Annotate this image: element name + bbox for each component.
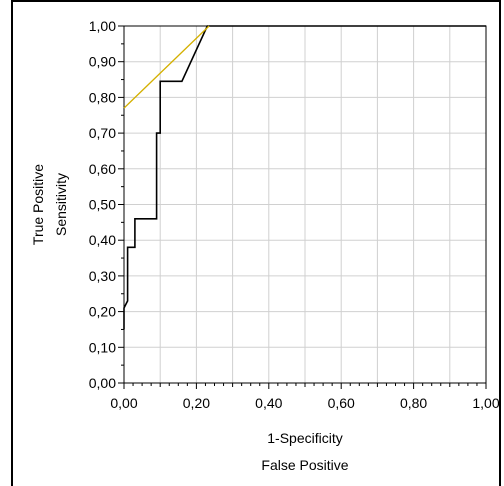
axes: 0,00 0,20 0,40 0,60 0,80 1,00 0,00 0,10 0,20 0,30… [89, 18, 500, 411]
y-tick-label: 0,60 [89, 161, 116, 177]
x-tick-label: 0,40 [255, 395, 282, 411]
x-tick-label: 0,80 [400, 395, 427, 411]
x-axis-sublabel: False Positive [261, 457, 348, 473]
y-tick-label: 0,10 [89, 339, 116, 355]
y-tick-label: 0,00 [89, 375, 116, 391]
grid [124, 26, 486, 383]
chart-frame [11, 0, 501, 486]
x-tick-label: 0,60 [328, 395, 355, 411]
y-tick-label: 0,30 [89, 268, 116, 284]
x-tick-label: 0,00 [110, 395, 137, 411]
y-tick-label: 0,70 [89, 125, 116, 141]
y-tick-label: 0,80 [89, 89, 116, 105]
y-axis-label: True Positive [30, 164, 46, 245]
x-tick-label: 0,20 [183, 395, 210, 411]
roc-curve [123, 25, 486, 330]
y-tick-label: 0,40 [89, 232, 116, 248]
reference-line [123, 25, 210, 109]
y-tick-label: 1,00 [89, 18, 116, 34]
series-group [123, 25, 486, 330]
y-tick-label: 0,50 [89, 197, 116, 213]
x-tick-label: 1,00 [472, 395, 499, 411]
y-axis-sublabel: Sensitivity [53, 173, 69, 236]
y-tick-label: 0,20 [89, 304, 116, 320]
x-axis-label: 1-Specificity [267, 430, 342, 446]
y-tick-label: 0,90 [89, 54, 116, 70]
